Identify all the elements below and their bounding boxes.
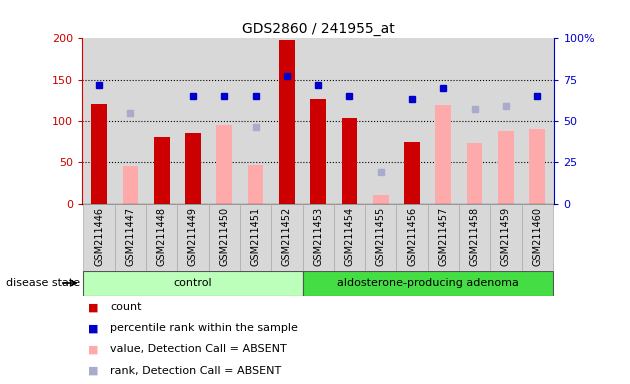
Bar — [341, 119, 357, 204]
Bar — [428, 204, 459, 271]
Text: count: count — [110, 302, 142, 312]
Text: percentile rank within the sample: percentile rank within the sample — [110, 323, 298, 333]
Text: GSM211447: GSM211447 — [125, 207, 135, 266]
Text: ■: ■ — [88, 366, 99, 376]
Bar — [404, 142, 420, 204]
Bar — [459, 204, 490, 271]
Bar — [435, 105, 451, 204]
Text: GSM211457: GSM211457 — [438, 207, 449, 266]
Text: rank, Detection Call = ABSENT: rank, Detection Call = ABSENT — [110, 366, 282, 376]
Text: GSM211453: GSM211453 — [313, 207, 323, 266]
Bar — [123, 166, 138, 204]
Bar — [365, 204, 396, 271]
Text: GSM211458: GSM211458 — [469, 207, 479, 266]
Bar — [83, 204, 115, 271]
Bar — [146, 204, 177, 271]
Text: aldosterone-producing adenoma: aldosterone-producing adenoma — [336, 278, 518, 288]
Text: GSM211446: GSM211446 — [94, 207, 104, 266]
Bar — [467, 143, 483, 204]
Bar — [302, 204, 334, 271]
Text: value, Detection Call = ABSENT: value, Detection Call = ABSENT — [110, 344, 287, 354]
Text: GSM211451: GSM211451 — [251, 207, 261, 266]
Bar — [373, 195, 389, 204]
Text: ■: ■ — [88, 323, 99, 333]
Text: ■: ■ — [88, 302, 99, 312]
Bar — [177, 204, 209, 271]
Text: GSM211455: GSM211455 — [375, 207, 386, 266]
Bar — [396, 204, 428, 271]
Text: control: control — [174, 278, 212, 288]
Bar — [209, 204, 240, 271]
Bar — [490, 204, 522, 271]
Title: GDS2860 / 241955_at: GDS2860 / 241955_at — [242, 22, 394, 36]
Bar — [334, 204, 365, 271]
Text: GSM211449: GSM211449 — [188, 207, 198, 266]
Text: GSM211452: GSM211452 — [282, 207, 292, 266]
Text: disease state: disease state — [6, 278, 81, 288]
Bar — [240, 204, 271, 271]
Bar — [91, 104, 107, 204]
Bar — [529, 129, 545, 204]
Bar — [83, 271, 302, 296]
Bar — [115, 204, 146, 271]
Bar — [217, 125, 232, 204]
Bar — [522, 204, 553, 271]
Bar — [185, 133, 201, 204]
Text: GSM211454: GSM211454 — [345, 207, 355, 266]
Bar — [302, 271, 553, 296]
Text: ■: ■ — [88, 344, 99, 354]
Bar — [154, 137, 169, 204]
Bar — [311, 99, 326, 204]
Text: GSM211450: GSM211450 — [219, 207, 229, 266]
Bar — [271, 204, 302, 271]
Text: GSM211459: GSM211459 — [501, 207, 511, 266]
Bar — [279, 40, 295, 204]
Text: GSM211448: GSM211448 — [157, 207, 167, 266]
Text: GSM211460: GSM211460 — [532, 207, 542, 266]
Bar — [248, 165, 263, 204]
Bar — [498, 131, 513, 204]
Text: GSM211456: GSM211456 — [407, 207, 417, 266]
